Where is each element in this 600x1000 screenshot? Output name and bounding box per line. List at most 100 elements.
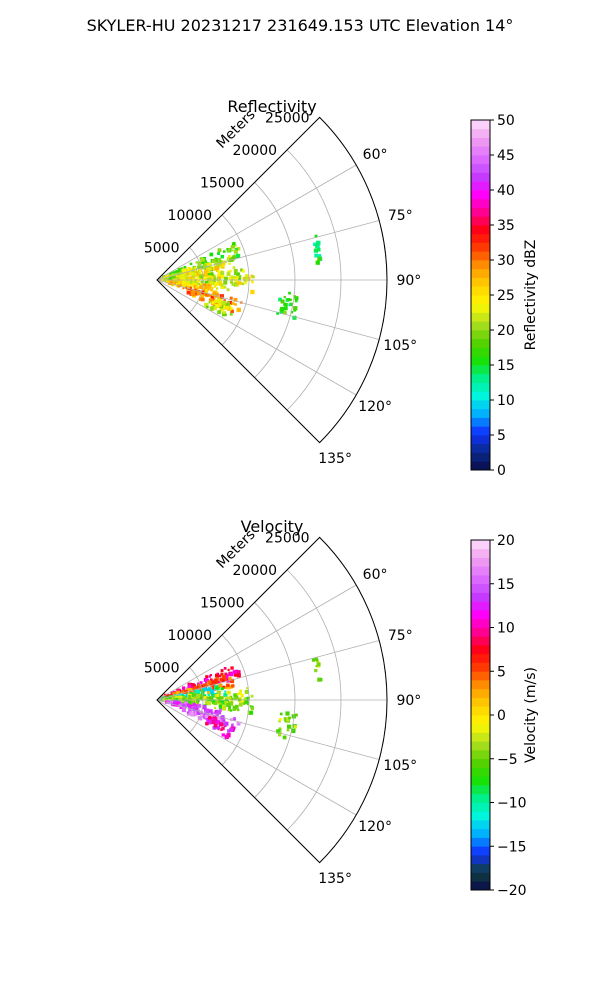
echo-gate [236,246,241,251]
echo-gate [229,709,233,712]
echo-gate [230,666,234,670]
echo-gate [317,677,322,682]
echo-gate [231,302,235,305]
echo-gate [231,249,234,252]
echo-gate [230,309,234,314]
echo-gate [210,693,214,696]
echo-gate [167,697,170,700]
colorbar-segment [471,242,490,252]
echo-gate [208,709,213,714]
echo-gate [183,271,187,275]
angle-tick-label: 105° [383,758,417,774]
colorbar-tick-label: 15 [497,358,515,374]
colorbar-segment [471,128,490,138]
colorbar-segment [471,461,490,471]
echo-gate [191,683,195,687]
echo-gate [184,274,189,279]
echo-gate [216,710,222,715]
echo-gate [190,283,194,287]
radial-tick-label: 5000 [144,661,180,677]
echo-gate [207,687,212,692]
echo-gate [207,693,210,697]
echo-gate [212,725,217,730]
echo-gate [227,301,230,305]
echo-gate [217,296,220,300]
azimuth-gridline [156,699,380,760]
echo-gate [216,276,222,282]
echo-gate [233,269,238,273]
echo-gate [236,272,240,276]
echo-gate [208,675,211,678]
echo-gate [313,248,318,253]
echo-gate [215,726,219,729]
echo-gate [230,307,233,310]
radial-tick-label: 15000 [200,175,245,191]
echo-gate [187,286,190,289]
echo-gate [177,279,180,282]
echo-gate [205,688,209,692]
echo-gate [233,693,237,697]
echo-gate [199,269,203,273]
colorbar-segment [471,286,490,296]
echo-gate [279,712,283,716]
echo-gate [187,267,192,272]
echo-gate [283,311,287,315]
colorbar-segment [471,653,490,663]
echo-gate [213,701,218,706]
echo-gate [314,253,319,258]
echo-gate [206,305,209,309]
echo-gate [240,268,244,272]
echo-gate [280,307,284,312]
echo-gate [220,700,225,705]
colorbar-segment [471,627,490,637]
echo-gate [208,277,212,281]
colorbar-segment [471,163,490,173]
echo-gate [249,705,252,708]
colorbar-segment [471,321,490,331]
echo-gate [246,276,251,281]
echo-gate [236,708,240,712]
colorbar-tick-label: 10 [497,393,515,409]
echo-gate [293,725,297,729]
echo-gate [224,690,227,693]
echo-gate [295,299,298,303]
colorbar-segment [471,575,490,585]
echo-gate [199,297,203,301]
colorbar-segment [471,715,490,725]
echo-gate [217,301,222,306]
echo-gate [211,295,214,299]
echo-gate [210,678,213,682]
echo-gate [229,280,233,284]
echo-gate [315,665,318,668]
colorbar: −20 −15 −10 −5 0 5 10 15 20 Velocity (m/s) [470,533,539,899]
echo-gate [246,702,250,706]
echo-gate [215,673,219,678]
echo-gate [189,262,193,266]
echo-gate [217,258,220,261]
echo-gate [283,717,288,721]
echo-gate [205,289,208,292]
angle-tick-label: 135° [318,871,352,887]
echo-gate [183,283,187,287]
echo-gate [188,286,192,291]
echo-gate [204,714,209,719]
echo-gate [205,274,209,277]
echo-gate [221,300,227,305]
echo-gate [226,680,229,683]
echo-gate [217,274,220,277]
echo-gate [218,276,221,279]
echo-gate [223,667,227,670]
echo-gate [227,707,231,712]
echo-gate [197,291,201,296]
echo-gate [197,703,201,708]
echo-gate [208,301,211,304]
colorbar-tick-label: 25 [497,288,515,304]
echo-gate [186,290,191,295]
echo-gate [199,275,203,279]
echo-gate [183,273,185,276]
echo-gate [220,271,225,276]
echo-gate [316,247,321,252]
echo-gate [192,693,197,698]
echo-gate [233,277,238,281]
colorbar-segment [471,233,490,243]
